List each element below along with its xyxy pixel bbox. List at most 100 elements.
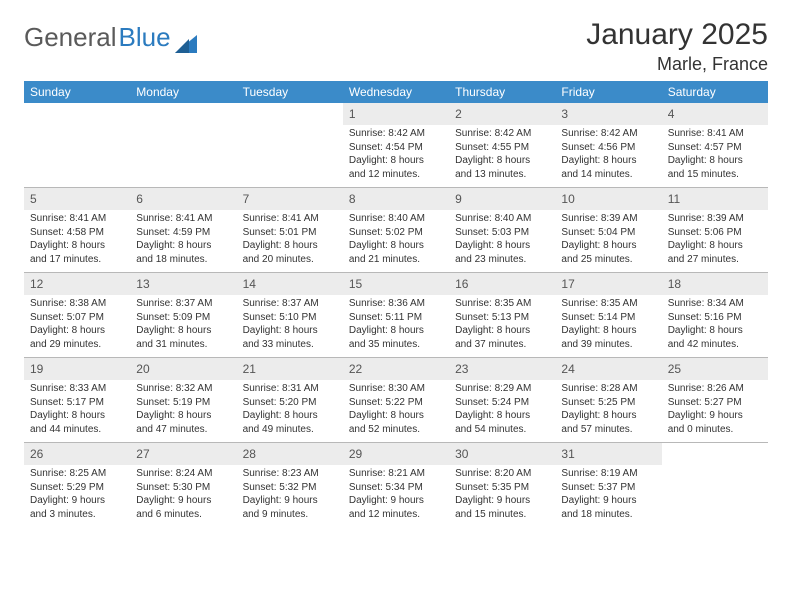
day-number: 13	[130, 273, 236, 295]
day-cell: 8Sunrise: 8:40 AMSunset: 5:02 PMDaylight…	[343, 188, 449, 272]
day-number: 24	[555, 358, 661, 380]
day-header: Friday	[555, 81, 661, 103]
day-number: 23	[449, 358, 555, 380]
day-header: Wednesday	[343, 81, 449, 103]
day-info-line: and 54 minutes.	[455, 423, 549, 437]
day-info-line: Daylight: 9 hours	[243, 494, 337, 508]
day-number: 25	[662, 358, 768, 380]
day-cell: 7Sunrise: 8:41 AMSunset: 5:01 PMDaylight…	[237, 188, 343, 272]
day-info-line: Sunrise: 8:41 AM	[668, 127, 762, 141]
day-info-line: Sunrise: 8:26 AM	[668, 382, 762, 396]
day-info-line: Sunrise: 8:40 AM	[455, 212, 549, 226]
day-cell: 19Sunrise: 8:33 AMSunset: 5:17 PMDayligh…	[24, 358, 130, 442]
day-body: Sunrise: 8:42 AMSunset: 4:55 PMDaylight:…	[449, 127, 555, 185]
day-info-line: Sunrise: 8:39 AM	[668, 212, 762, 226]
day-info-line: Sunset: 5:24 PM	[455, 396, 549, 410]
day-number: 21	[237, 358, 343, 380]
day-number: 29	[343, 443, 449, 465]
day-number: 16	[449, 273, 555, 295]
day-number: 20	[130, 358, 236, 380]
day-header: Sunday	[24, 81, 130, 103]
day-info-line: Sunset: 5:11 PM	[349, 311, 443, 325]
day-info-line: Sunrise: 8:35 AM	[561, 297, 655, 311]
day-body: Sunrise: 8:35 AMSunset: 5:14 PMDaylight:…	[555, 297, 661, 355]
day-number: 6	[130, 188, 236, 210]
week-row: 26Sunrise: 8:25 AMSunset: 5:29 PMDayligh…	[24, 442, 768, 527]
day-info-line: Sunset: 5:32 PM	[243, 481, 337, 495]
day-info-line: Daylight: 8 hours	[668, 239, 762, 253]
day-body: Sunrise: 8:25 AMSunset: 5:29 PMDaylight:…	[24, 467, 130, 525]
day-number: 10	[555, 188, 661, 210]
day-body: Sunrise: 8:42 AMSunset: 4:54 PMDaylight:…	[343, 127, 449, 185]
day-info-line: and 0 minutes.	[668, 423, 762, 437]
day-body: Sunrise: 8:35 AMSunset: 5:13 PMDaylight:…	[449, 297, 555, 355]
day-cell: 20Sunrise: 8:32 AMSunset: 5:19 PMDayligh…	[130, 358, 236, 442]
day-number: 5	[24, 188, 130, 210]
day-cell: 14Sunrise: 8:37 AMSunset: 5:10 PMDayligh…	[237, 273, 343, 357]
day-body: Sunrise: 8:21 AMSunset: 5:34 PMDaylight:…	[343, 467, 449, 525]
day-info-line: Daylight: 8 hours	[561, 324, 655, 338]
day-info-line: Sunset: 5:37 PM	[561, 481, 655, 495]
day-info-line: Sunrise: 8:29 AM	[455, 382, 549, 396]
day-body: Sunrise: 8:26 AMSunset: 5:27 PMDaylight:…	[662, 382, 768, 440]
logo-sail-icon	[175, 29, 197, 47]
day-info-line: Daylight: 8 hours	[243, 324, 337, 338]
day-cell: 29Sunrise: 8:21 AMSunset: 5:34 PMDayligh…	[343, 443, 449, 527]
day-body: Sunrise: 8:20 AMSunset: 5:35 PMDaylight:…	[449, 467, 555, 525]
day-info-line: Sunset: 5:17 PM	[30, 396, 124, 410]
day-info-line: and 15 minutes.	[455, 508, 549, 522]
day-info-line: and 20 minutes.	[243, 253, 337, 267]
logo: GeneralBlue	[24, 18, 197, 53]
day-info-line: Sunrise: 8:35 AM	[455, 297, 549, 311]
day-body	[662, 467, 768, 471]
day-number: 4	[662, 103, 768, 125]
day-info-line: and 47 minutes.	[136, 423, 230, 437]
day-cell: 4Sunrise: 8:41 AMSunset: 4:57 PMDaylight…	[662, 103, 768, 187]
day-info-line: and 57 minutes.	[561, 423, 655, 437]
day-info-line: Daylight: 8 hours	[561, 154, 655, 168]
day-info-line: Sunset: 4:57 PM	[668, 141, 762, 155]
day-info-line: Sunrise: 8:28 AM	[561, 382, 655, 396]
day-number: 31	[555, 443, 661, 465]
day-info-line: Sunset: 4:59 PM	[136, 226, 230, 240]
day-cell: 24Sunrise: 8:28 AMSunset: 5:25 PMDayligh…	[555, 358, 661, 442]
day-body: Sunrise: 8:39 AMSunset: 5:04 PMDaylight:…	[555, 212, 661, 270]
day-body: Sunrise: 8:28 AMSunset: 5:25 PMDaylight:…	[555, 382, 661, 440]
day-info-line: Sunset: 4:55 PM	[455, 141, 549, 155]
day-cell: 3Sunrise: 8:42 AMSunset: 4:56 PMDaylight…	[555, 103, 661, 187]
day-info-line: Daylight: 8 hours	[349, 239, 443, 253]
day-info-line: Sunrise: 8:41 AM	[136, 212, 230, 226]
day-info-line: Sunset: 5:10 PM	[243, 311, 337, 325]
day-info-line: Daylight: 9 hours	[30, 494, 124, 508]
day-info-line: Sunrise: 8:37 AM	[243, 297, 337, 311]
day-cell: 12Sunrise: 8:38 AMSunset: 5:07 PMDayligh…	[24, 273, 130, 357]
day-info-line: Daylight: 8 hours	[136, 409, 230, 423]
day-body	[130, 127, 236, 131]
day-info-line: and 12 minutes.	[349, 508, 443, 522]
day-info-line: Daylight: 8 hours	[136, 324, 230, 338]
week-row: 12Sunrise: 8:38 AMSunset: 5:07 PMDayligh…	[24, 272, 768, 357]
day-info-line: and 23 minutes.	[455, 253, 549, 267]
day-cell: 1Sunrise: 8:42 AMSunset: 4:54 PMDaylight…	[343, 103, 449, 187]
day-cell: 10Sunrise: 8:39 AMSunset: 5:04 PMDayligh…	[555, 188, 661, 272]
day-info-line: Daylight: 8 hours	[243, 239, 337, 253]
day-body: Sunrise: 8:33 AMSunset: 5:17 PMDaylight:…	[24, 382, 130, 440]
day-cell: 30Sunrise: 8:20 AMSunset: 5:35 PMDayligh…	[449, 443, 555, 527]
day-body: Sunrise: 8:36 AMSunset: 5:11 PMDaylight:…	[343, 297, 449, 355]
day-info-line: Sunrise: 8:32 AM	[136, 382, 230, 396]
day-info-line: Sunset: 5:04 PM	[561, 226, 655, 240]
day-info-line: Sunset: 5:03 PM	[455, 226, 549, 240]
day-cell: 5Sunrise: 8:41 AMSunset: 4:58 PMDaylight…	[24, 188, 130, 272]
day-info-line: Sunrise: 8:31 AM	[243, 382, 337, 396]
day-cell: 2Sunrise: 8:42 AMSunset: 4:55 PMDaylight…	[449, 103, 555, 187]
day-info-line: and 31 minutes.	[136, 338, 230, 352]
day-body: Sunrise: 8:41 AMSunset: 4:57 PMDaylight:…	[662, 127, 768, 185]
day-cell: 13Sunrise: 8:37 AMSunset: 5:09 PMDayligh…	[130, 273, 236, 357]
day-info-line: and 39 minutes.	[561, 338, 655, 352]
day-info-line: Sunset: 5:35 PM	[455, 481, 549, 495]
day-info-line: Sunset: 5:29 PM	[30, 481, 124, 495]
day-info-line: Sunrise: 8:30 AM	[349, 382, 443, 396]
day-info-line: Sunrise: 8:21 AM	[349, 467, 443, 481]
day-body: Sunrise: 8:37 AMSunset: 5:10 PMDaylight:…	[237, 297, 343, 355]
day-info-line: Daylight: 8 hours	[136, 239, 230, 253]
